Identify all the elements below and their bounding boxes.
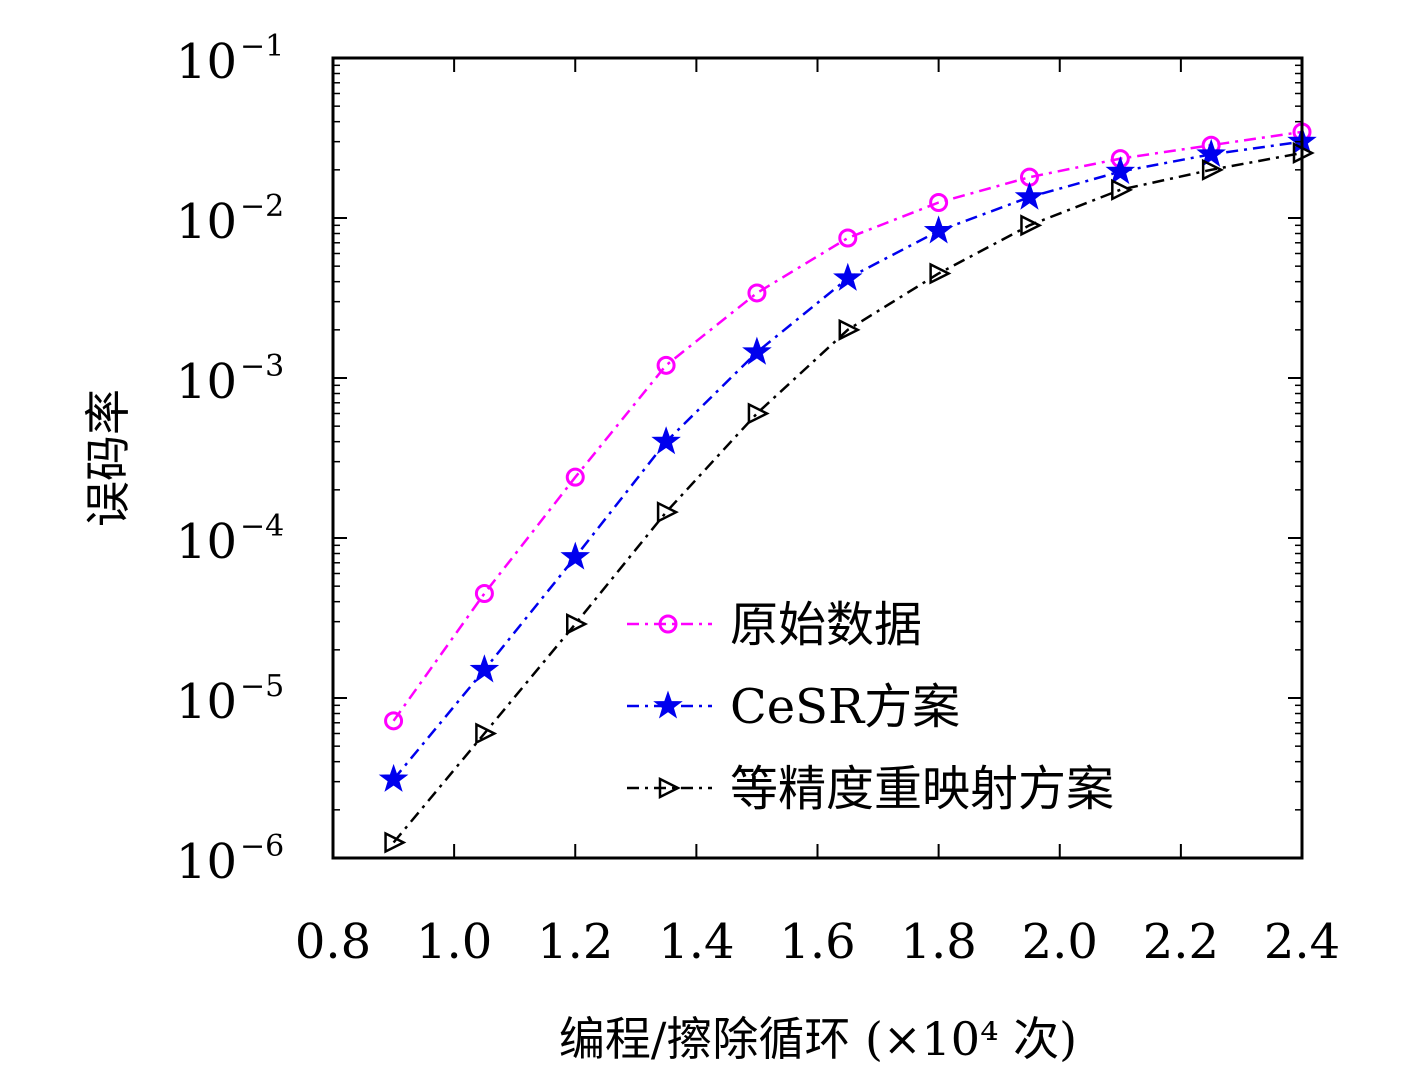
y-axis-title: 误码率: [81, 389, 135, 527]
x-tick-label: 0.8: [295, 914, 371, 970]
data-point: [747, 283, 767, 303]
data-point: [566, 612, 589, 636]
x-tick-label: 1.8: [900, 914, 976, 970]
series-line: [392, 130, 1303, 722]
y-tick-label-base: 10: [176, 34, 237, 90]
y-tick-label-exp: −2: [240, 189, 284, 224]
y-tick-label-exp: −5: [240, 669, 284, 704]
y-tick-label: 10 −2: [176, 189, 284, 250]
legend-label: 原始数据: [730, 597, 922, 653]
legend-item: CeSR方案: [627, 679, 960, 735]
x-tick-label: 1.6: [779, 914, 855, 970]
legend-label: 等精度重映射方案: [730, 761, 1114, 817]
legend-item: 等精度重映射方案: [627, 761, 1114, 817]
data-point: [1014, 181, 1045, 210]
data-point: [475, 722, 498, 745]
legend-marker: [658, 776, 681, 800]
data-point: [1196, 138, 1226, 167]
data-point: [838, 228, 858, 248]
x-tick-label: 1.2: [537, 914, 613, 970]
data-point: [747, 402, 770, 425]
x-tick-label: 2.2: [1143, 914, 1219, 970]
legend-item: 原始数据: [627, 597, 922, 653]
data-point: [384, 831, 407, 854]
data-point: [474, 583, 494, 603]
data-point: [833, 262, 863, 291]
data-point: [656, 355, 676, 375]
y-tick-label-base: 10: [176, 514, 237, 570]
y-tick-label-exp: −6: [240, 829, 284, 864]
data-point: [923, 215, 954, 244]
data-point: [1020, 214, 1043, 237]
y-tick-label-base: 10: [176, 674, 237, 730]
labels-layer: 0.8 1.0 1.2 1.4 1.6 1.8 2.0 2.2 2.410 −610 −510 −41…: [176, 29, 1340, 970]
data-point: [1105, 156, 1136, 185]
data-point: [656, 501, 679, 524]
y-tick-label: 10 −5: [176, 669, 284, 730]
legend-label: CeSR方案: [730, 679, 960, 735]
x-tick-label: 1.0: [416, 914, 492, 970]
data-point: [560, 541, 591, 570]
legend-marker: [658, 614, 678, 634]
data-point: [929, 192, 949, 212]
y-tick-label: 10 −3: [176, 349, 284, 410]
data-point: [1201, 158, 1224, 181]
y-tick-label: 10 −6: [176, 829, 284, 890]
y-tick-label-base: 10: [176, 834, 237, 890]
legend-marker: [653, 690, 683, 719]
series-3: [384, 141, 1315, 854]
y-tick-label: 10 −4: [176, 509, 284, 570]
data-point: [838, 318, 861, 341]
data-point: [929, 262, 952, 285]
data-point: [742, 336, 772, 365]
y-tick-label-base: 10: [176, 354, 237, 410]
series-layer: [378, 122, 1317, 854]
y-tick-label: 10 −1: [176, 29, 284, 90]
plot-frame: [331, 56, 1304, 860]
series-line: [392, 151, 1303, 844]
ticks-layer: [332, 57, 1303, 859]
y-tick-label-exp: −3: [240, 349, 284, 384]
x-tick-label: 2.4: [1264, 914, 1340, 970]
data-point: [651, 426, 681, 455]
data-point: [1111, 178, 1134, 201]
y-tick-label-base: 10: [176, 194, 237, 250]
data-point: [469, 654, 500, 683]
x-tick-label: 1.4: [658, 914, 734, 970]
x-axis-title: 编程/擦除循环 (×10⁴ 次): [559, 1012, 1077, 1066]
series-2: [378, 126, 1317, 792]
y-tick-label-exp: −1: [240, 29, 284, 64]
data-point: [378, 763, 409, 792]
data-point: [565, 467, 585, 487]
y-tick-label-exp: −4: [240, 509, 284, 544]
x-tick-label: 2.0: [1022, 914, 1098, 970]
data-point: [384, 711, 404, 731]
